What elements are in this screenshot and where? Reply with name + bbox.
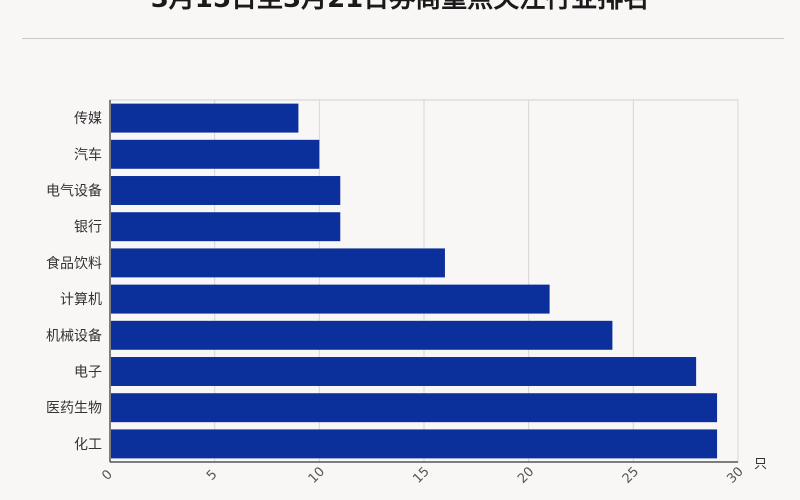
x-tick-label: 10 bbox=[306, 464, 328, 486]
category-label: 医药生物 bbox=[46, 401, 102, 417]
category-label: 传媒 bbox=[74, 111, 102, 127]
bar bbox=[111, 248, 445, 278]
x-tick-label: 0 bbox=[99, 467, 115, 483]
bar bbox=[111, 284, 550, 314]
x-unit-label: 只 bbox=[754, 457, 767, 472]
x-tick-label: 15 bbox=[410, 464, 432, 486]
category-label: 电气设备 bbox=[46, 183, 102, 200]
bar bbox=[111, 357, 697, 386]
category-label: 机械设备 bbox=[46, 327, 102, 344]
x-tick-label: 5 bbox=[204, 467, 220, 483]
x-tick-label: 20 bbox=[515, 464, 537, 486]
bar bbox=[111, 212, 341, 242]
bar bbox=[111, 320, 613, 350]
bar bbox=[111, 103, 299, 133]
bar bbox=[111, 393, 718, 423]
title-divider bbox=[22, 38, 784, 39]
bar bbox=[111, 176, 341, 205]
tick-labels: 0 5 10 15 20 25 30 bbox=[99, 464, 746, 486]
bar bbox=[111, 429, 718, 459]
x-tick-label: 30 bbox=[724, 464, 746, 486]
category-label: 汽车 bbox=[74, 146, 102, 163]
category-label: 电子 bbox=[74, 365, 102, 381]
chart-title: 3月15日至3月21日券商重点关注行业排名 bbox=[0, 0, 800, 14]
category-label: 银行 bbox=[74, 220, 102, 236]
bar bbox=[111, 139, 320, 169]
axes bbox=[109, 100, 738, 463]
category-label: 计算机 bbox=[60, 292, 102, 308]
category-label: 化工 bbox=[74, 437, 102, 453]
bars bbox=[111, 103, 718, 459]
category-label: 食品饮料 bbox=[46, 255, 102, 272]
x-tick-label: 25 bbox=[620, 464, 642, 486]
